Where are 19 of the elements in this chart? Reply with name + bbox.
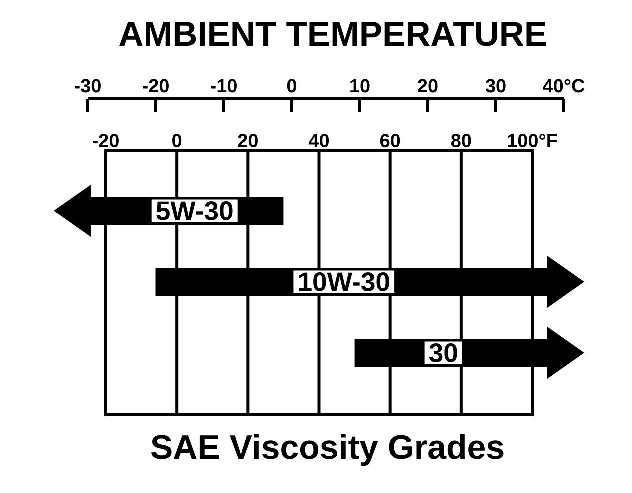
x2-tick-label: 0	[287, 79, 297, 93]
x-tick-label: 40	[308, 134, 330, 148]
x2-tick-label: -30	[75, 79, 101, 93]
y-tick-label: 5W-30	[156, 202, 233, 220]
x2-axis-title: AMBIENT TEMPERATURE	[120, 22, 546, 46]
x-tick-label: -20	[93, 134, 119, 148]
x-tick-label: 20	[238, 134, 258, 148]
x2-tick-label: 20	[418, 79, 438, 93]
text: SAE Viscosity Grades	[151, 434, 504, 466]
x2-tick-label: -20	[143, 79, 169, 93]
x-tick-label: 0	[172, 134, 182, 148]
x2-tick-label: 10	[350, 79, 370, 93]
x2-tick-label: -10	[211, 79, 237, 93]
x-tick-label: 80	[451, 134, 472, 148]
x2-tick-label: 40°C	[543, 79, 585, 93]
x2-tick-label: 30	[486, 79, 506, 93]
x-tick-label: 100°F	[508, 134, 558, 148]
y-tick-label: 10W-30	[299, 272, 390, 292]
x-tick-label: 60	[380, 134, 400, 148]
